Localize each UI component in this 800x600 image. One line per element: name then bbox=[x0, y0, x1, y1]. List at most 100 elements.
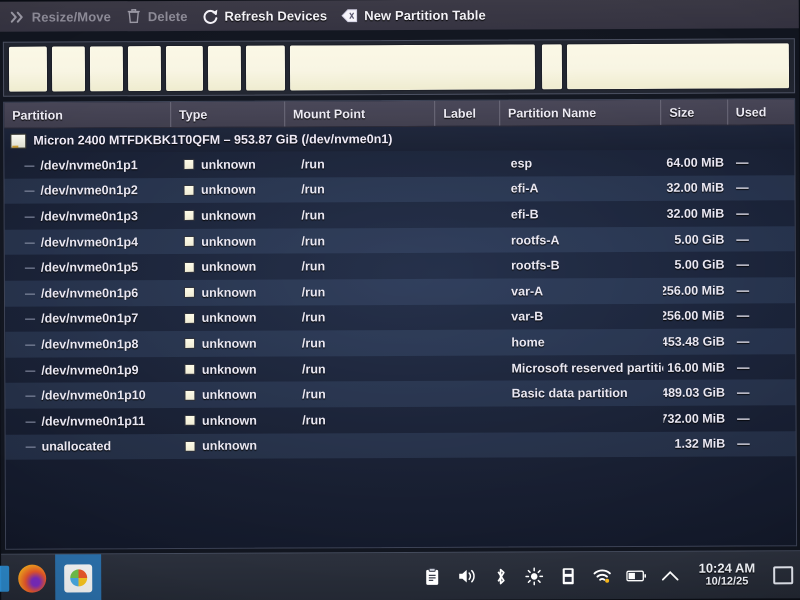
taskbar-apps bbox=[0, 554, 102, 600]
column-header-partition-name[interactable]: Partition Name bbox=[499, 99, 662, 126]
column-header-size[interactable]: Size bbox=[661, 99, 728, 125]
table-row[interactable]: /dev/nvme0n1p1 unknown/run esp 64.00 MiB — bbox=[4, 149, 794, 178]
clock-time: 10:24 AM bbox=[698, 560, 756, 576]
partition-cell: /dev/nvme0n1p8 bbox=[5, 337, 172, 352]
filesystem-type-label: unknown bbox=[200, 157, 256, 172]
mount-point-cell: /run bbox=[301, 182, 325, 197]
partition-segment[interactable] bbox=[288, 43, 536, 92]
firefox-icon bbox=[18, 564, 47, 593]
new-partition-table-button[interactable]: New Partition Table bbox=[337, 2, 496, 29]
table-row[interactable]: unallocated unknown 1.32 MiB — bbox=[5, 430, 796, 460]
device-row[interactable]: Micron 2400 MTFDKBK1T0QFM – 953.87 GiB (… bbox=[4, 125, 795, 153]
type-cell: unknown bbox=[171, 157, 285, 172]
filesystem-type-label: unknown bbox=[201, 259, 257, 275]
type-cell: unknown bbox=[172, 311, 286, 325]
size-cell: 1.32 MiB bbox=[674, 436, 726, 452]
partition-cell: /dev/nvme0n1p3 bbox=[5, 209, 172, 224]
device-label: Micron 2400 MTFDKBK1T0QFM – 953.87 GiB (… bbox=[33, 132, 393, 148]
partition-cell: unallocated bbox=[6, 439, 173, 454]
used-cell: — bbox=[736, 334, 750, 349]
table-row[interactable]: /dev/nvme0n1p6 unknown/run var-A 256.00 MiB… bbox=[4, 277, 796, 307]
table-row[interactable]: /dev/nvme0n1p10 unknown/run Basic data par… bbox=[5, 379, 796, 409]
trash-icon bbox=[125, 8, 142, 25]
partition-cell: /dev/nvme0n1p6 bbox=[5, 286, 172, 301]
taskbar-app-gparted[interactable] bbox=[55, 554, 102, 600]
partition-segment[interactable] bbox=[244, 44, 286, 92]
table-row[interactable]: /dev/nvme0n1p9 unknown/run Microsoft reser… bbox=[5, 354, 795, 383]
table-row[interactable]: /dev/nvme0n1p3 unknown/run efi-B 32.00 MiB — bbox=[5, 200, 795, 229]
table-row[interactable]: /dev/nvme0n1p8 unknown/run home 453.48 GiB — bbox=[5, 328, 796, 358]
taskbar-app-firefox[interactable] bbox=[9, 555, 55, 600]
size-cell: 16.00 MiB bbox=[667, 360, 725, 375]
usb-drive-icon[interactable] bbox=[559, 566, 579, 586]
mount-point-cell: /run bbox=[301, 208, 325, 223]
taskbar-app-files[interactable] bbox=[0, 555, 10, 600]
table-row[interactable]: /dev/nvme0n1p5 unknown/run rootfs-B 5.00 Gi… bbox=[5, 252, 795, 281]
column-header-mount-point[interactable]: Mount Point bbox=[284, 100, 436, 127]
resize-move-button[interactable]: Resize/Move bbox=[5, 3, 121, 30]
mount-point-cell: /run bbox=[301, 233, 326, 249]
filesystem-color-swatch bbox=[183, 210, 195, 222]
partition-segment[interactable] bbox=[89, 45, 125, 93]
size-cell: 32.00 MiB bbox=[666, 180, 725, 196]
table-row[interactable]: /dev/nvme0n1p2 unknown/run efi-A 32.00 MiB — bbox=[4, 174, 795, 204]
table-row[interactable]: /dev/nvme0n1p4 unknown/run rootfs-A 5.00 Gi… bbox=[4, 226, 795, 256]
filesystem-type-label: unknown bbox=[201, 183, 256, 198]
used-cell: — bbox=[736, 180, 749, 195]
used-cell: — bbox=[736, 308, 750, 323]
column-header-used[interactable]: Used bbox=[735, 104, 767, 120]
partition-path: /dev/nvme0n1p9 bbox=[41, 362, 139, 378]
partition-name-cell: rootfs-A bbox=[510, 232, 560, 248]
size-cell: 489.03 GiB bbox=[662, 385, 726, 400]
partition-segment[interactable] bbox=[7, 45, 49, 93]
partition-cell: /dev/nvme0n1p5 bbox=[5, 260, 172, 275]
mount-point-cell: /run bbox=[301, 336, 326, 351]
clipboard-icon[interactable] bbox=[423, 566, 443, 586]
battery-icon[interactable] bbox=[626, 565, 647, 585]
partition-name-cell: efi-B bbox=[510, 207, 539, 222]
hard-disk-icon bbox=[10, 133, 27, 149]
partition-name-cell: efi-A bbox=[510, 181, 539, 196]
partition-path: /dev/nvme0n1p7 bbox=[41, 311, 139, 326]
used-cell: — bbox=[736, 360, 750, 375]
bluetooth-icon[interactable] bbox=[491, 566, 511, 586]
delete-label: Delete bbox=[147, 8, 188, 24]
refresh-devices-button[interactable]: Refresh Devices bbox=[197, 2, 337, 29]
mount-point-cell: /run bbox=[301, 310, 326, 325]
used-cell: — bbox=[737, 436, 750, 451]
table-row[interactable]: /dev/nvme0n1p7 unknown/run var-B 256.00 MiB… bbox=[5, 303, 795, 332]
type-cell: unknown bbox=[171, 234, 285, 248]
partition-segment[interactable] bbox=[565, 42, 791, 91]
partition-table: Partition Type Mount Point Label Partiti… bbox=[3, 98, 798, 550]
new-partition-table-label: New Partition Table bbox=[364, 7, 486, 23]
partition-path: /dev/nvme0n1p5 bbox=[40, 260, 139, 275]
filesystem-type-label: unknown bbox=[201, 336, 257, 351]
partition-path: /dev/nvme0n1p11 bbox=[41, 413, 146, 429]
delete-button[interactable]: Delete bbox=[121, 3, 198, 29]
used-cell: — bbox=[736, 283, 750, 298]
partition-segment[interactable] bbox=[541, 43, 563, 91]
partition-segment[interactable] bbox=[127, 45, 163, 93]
size-cell: 732.00 MiB bbox=[663, 411, 726, 426]
taskbar-clock[interactable]: 10:24 AM 10/12/25 bbox=[695, 560, 760, 588]
brightness-icon[interactable] bbox=[525, 566, 545, 586]
table-body: Micron 2400 MTFDKBK1T0QFM – 953.87 GiB (… bbox=[4, 125, 797, 549]
column-header-type[interactable]: Type bbox=[170, 101, 285, 127]
column-header-partition[interactable]: Partition bbox=[4, 101, 172, 128]
type-cell: unknown bbox=[172, 413, 286, 428]
volume-icon[interactable] bbox=[457, 566, 477, 586]
partition-segment[interactable] bbox=[206, 44, 242, 92]
partition-cell: /dev/nvme0n1p10 bbox=[5, 388, 172, 403]
show-desktop-button[interactable] bbox=[773, 565, 794, 584]
wifi-icon[interactable] bbox=[593, 566, 613, 586]
partition-name-cell: esp bbox=[510, 156, 533, 171]
type-cell: unknown bbox=[171, 183, 285, 197]
partition-segment[interactable] bbox=[51, 45, 87, 93]
column-header-label[interactable]: Label bbox=[435, 100, 501, 126]
table-row[interactable]: /dev/nvme0n1p11 unknown/run 732.00 MiB — bbox=[5, 405, 795, 434]
chevron-up-icon[interactable] bbox=[661, 565, 681, 585]
partition-graphic[interactable] bbox=[2, 38, 796, 97]
partition-segment[interactable] bbox=[164, 44, 204, 93]
size-cell: 5.00 GiB bbox=[674, 257, 725, 272]
partition-cell: /dev/nvme0n1p2 bbox=[4, 183, 171, 198]
